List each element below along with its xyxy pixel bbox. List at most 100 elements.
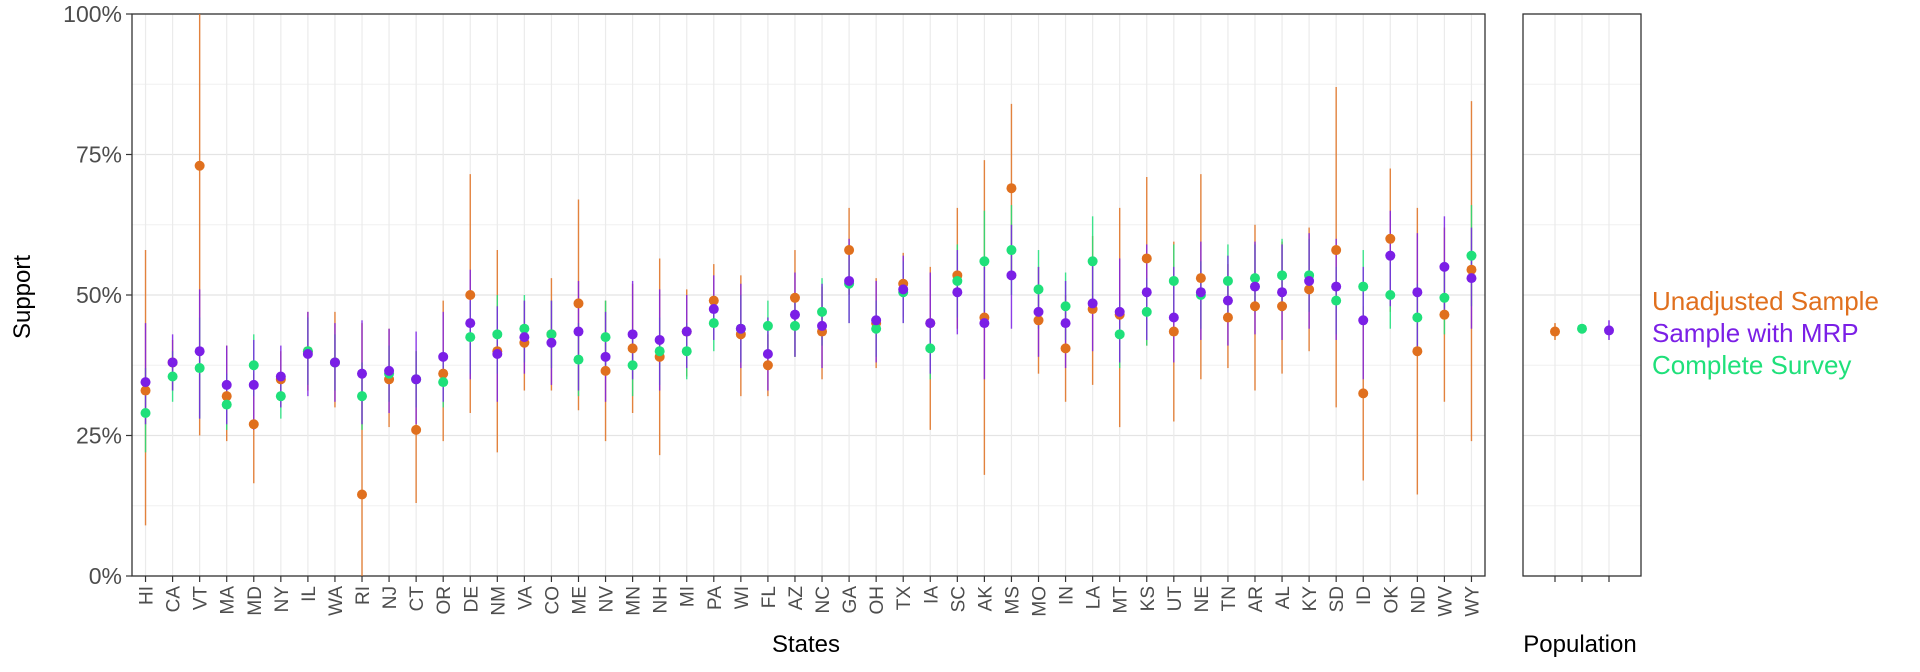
data-point [1006,245,1017,256]
data-point [194,346,205,357]
data-point [1358,388,1369,399]
data-point [1087,256,1098,267]
population-axis-title: Population [1523,631,1636,658]
x-tick-label: VT [191,586,212,611]
x-tick-label: ID [1354,586,1375,605]
x-tick-label: PA [705,586,726,610]
data-point [817,320,828,331]
data-point [411,424,422,435]
x-tick-label: AL [1273,586,1294,609]
data-point [1385,233,1396,244]
data-point [1249,273,1260,284]
data-point [1033,284,1044,295]
x-tick-label: GA [840,586,861,614]
data-point [925,318,936,329]
data-point [654,346,665,357]
y-axis-title: Support [9,255,36,339]
data-point [1249,281,1260,292]
data-point [1439,309,1450,320]
data-point [167,371,178,382]
data-point [329,357,340,368]
data-point [1385,250,1396,261]
data-point [357,368,368,379]
data-point [762,349,773,360]
data-point [952,287,963,298]
x-tick-label: SD [1327,586,1348,612]
data-point [817,306,828,317]
data-point [357,391,368,402]
data-point [1060,343,1071,354]
x-tick-label: NV [597,586,618,613]
data-point [465,318,476,329]
data-point [681,346,692,357]
x-tick-label: CO [542,586,563,615]
data-point [762,360,773,371]
data-point [844,245,855,256]
population-point [1550,326,1560,337]
x-tick-label: RI [353,586,374,605]
data-point [438,377,449,388]
data-point [438,368,449,379]
y-tick-label: 75% [76,142,122,168]
x-tick-label: WV [1435,586,1456,617]
data-point [1114,306,1125,317]
data-point [1168,275,1179,286]
x-tick-label: IA [921,586,942,604]
data-point [1060,301,1071,312]
data-point [1304,284,1315,295]
data-point [1114,329,1125,340]
data-point [844,275,855,286]
data-point [1331,245,1342,256]
legend-entry: Sample with MRP [1652,318,1859,348]
main-panel: 0% 25% 50% 75% 100% HI CA VT MA MD NY IL WA RI NJ CT OR D… [63,1,1486,617]
x-tick-label: OR [434,586,455,615]
data-point [275,391,286,402]
data-point [654,334,665,345]
data-point [708,295,719,306]
data-point [1222,295,1233,306]
data-point [925,343,936,354]
data-point [1195,273,1206,284]
data-point [519,323,530,334]
data-point [1222,312,1233,323]
data-point [140,408,151,419]
x-tick-label: ME [569,586,590,615]
data-point [492,329,503,340]
x-tick-label: WY [1462,586,1483,617]
data-point [465,332,476,343]
data-point [1277,287,1288,298]
data-point [1304,275,1315,286]
data-point [1249,301,1260,312]
data-point [1060,318,1071,329]
x-tick-label: NH [651,586,672,613]
data-point [167,357,178,368]
data-point [248,360,259,371]
x-tick-label: NY [272,586,293,613]
data-point [1141,306,1152,317]
x-tick-label: MS [1002,586,1023,615]
data-point [546,337,557,348]
data-point [357,489,368,500]
data-point [1222,275,1233,286]
data-point [546,329,557,340]
data-point [221,399,232,410]
data-point [979,318,990,329]
data-point [1358,281,1369,292]
data-point [573,354,584,365]
legend-entry: Unadjusted Sample [1652,286,1879,316]
x-tick-label: MA [218,586,239,615]
x-tick-label: IL [299,586,320,602]
data-point [1466,264,1477,275]
data-point [1006,270,1017,281]
data-point [1006,183,1017,194]
data-point [1087,298,1098,309]
data-point [627,360,638,371]
x-axis-title: States [772,631,840,658]
data-point [898,284,909,295]
x-tick-label: DE [461,586,482,612]
data-point [871,323,882,334]
data-point [1412,287,1423,298]
data-point [1195,287,1206,298]
